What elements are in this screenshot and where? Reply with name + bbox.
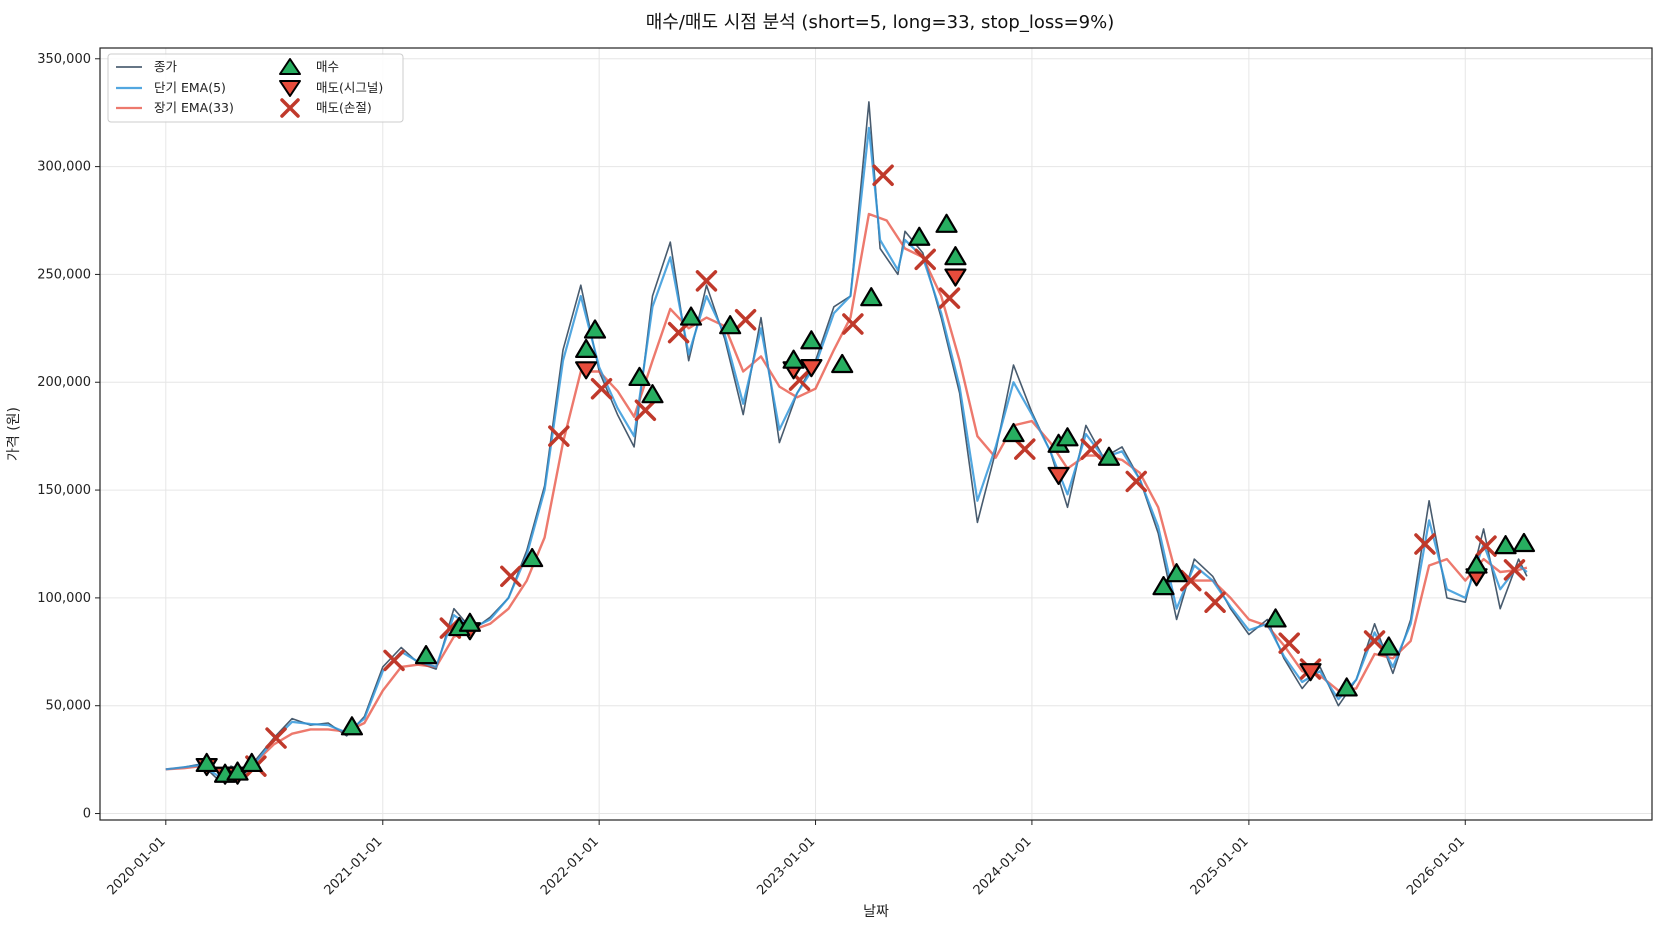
buy-marker <box>628 366 651 387</box>
y-tick-label: 250,000 <box>37 267 91 282</box>
marker-layer <box>195 164 1536 785</box>
sell-stop-marker <box>1125 470 1147 493</box>
buy-marker <box>1465 554 1488 574</box>
sell-stop-marker <box>842 313 864 335</box>
buy-marker <box>575 338 598 358</box>
legend-swatch-sell-signal-triangle <box>279 80 301 97</box>
y-axis-label: 가격 (원) <box>6 407 22 461</box>
legend-label-sell-stop: 매도(손절) <box>316 100 372 115</box>
buy-marker <box>944 246 967 266</box>
legend-entry-sell-signal: 매도(시그널) <box>279 80 383 97</box>
sell-stop-marker <box>1503 559 1526 581</box>
sell-stop-marker <box>938 287 961 309</box>
sell-stop-marker <box>265 727 287 749</box>
buy-marker <box>195 752 218 773</box>
legend-entry-sell-stop: 매도(손절) <box>280 98 372 118</box>
sell-stop-marker <box>914 248 936 271</box>
legend-entry-close: 종가 <box>116 59 178 74</box>
buy-marker <box>458 612 482 632</box>
legend-label-ema-long: 장기 EMA(33) <box>154 100 234 115</box>
sell-stop-marker <box>1180 569 1202 592</box>
legend-entry-ema-short: 단기 EMA(5) <box>116 80 226 95</box>
y-tick-label: 100,000 <box>37 591 91 606</box>
buy-marker <box>1494 535 1517 555</box>
buy-marker <box>1335 677 1358 697</box>
y-axis: 0 50,000 100,000 150,000 200,000 250,000 300,0… <box>37 52 100 822</box>
sell-signal-marker <box>575 361 598 380</box>
sell-stop-marker <box>1080 438 1102 460</box>
sell-stop-marker <box>872 164 894 186</box>
buy-marker <box>1377 636 1400 656</box>
sell-stop-marker <box>1278 632 1300 654</box>
sell-signal-marker <box>1047 466 1070 486</box>
buy-marker <box>414 645 438 665</box>
sell-stop-marker <box>695 270 718 292</box>
sell-stop-marker <box>1414 533 1436 555</box>
x-axis-label: 날짜 <box>863 904 889 920</box>
sell-signal-marker <box>944 268 967 287</box>
buy-marker <box>583 319 607 339</box>
legend-entry-ema-long: 장기 EMA(33) <box>116 100 234 115</box>
sell-stop-marker <box>1475 535 1497 557</box>
legend-entry-buy: 매수 <box>279 58 339 75</box>
sell-signal-marker <box>1299 663 1322 682</box>
buy-marker <box>719 315 742 335</box>
y-tick-label: 150,000 <box>37 483 91 498</box>
legend-frame <box>107 53 404 123</box>
buy-marker <box>1056 427 1079 447</box>
sell-signal-marker <box>800 359 823 378</box>
buy-marker <box>1165 563 1188 583</box>
sell-stop-marker <box>634 399 657 422</box>
sell-stop-marker <box>383 649 405 672</box>
buy-marker <box>935 213 958 233</box>
sell-stop-marker <box>1363 630 1386 652</box>
buy-marker <box>1097 446 1121 466</box>
buy-marker <box>1152 576 1175 596</box>
buy-marker <box>1512 532 1536 553</box>
buy-marker <box>908 226 931 246</box>
sell-stop-marker <box>1204 591 1226 613</box>
buy-marker <box>1002 422 1025 443</box>
sell-stop-marker <box>590 377 613 400</box>
y-tick-label: 200,000 <box>37 375 91 390</box>
y-tick-label: 300,000 <box>37 160 91 175</box>
buy-marker <box>860 287 883 307</box>
buy-marker <box>340 716 364 736</box>
sell-stop-marker <box>500 565 522 588</box>
sell-stop-marker <box>667 321 690 344</box>
series-line-ema-short <box>165 126 1528 778</box>
buy-marker <box>782 349 805 369</box>
legend-label-sell-signal: 매도(시그널) <box>316 80 383 95</box>
legend: 종가 단기 EMA(5) 장기 EMA(33) 매수 매도(시그널) 매도(손절… <box>107 53 404 123</box>
sell-stop-marker <box>548 425 570 447</box>
y-tick-label: 350,000 <box>37 52 91 67</box>
legend-swatch-sell-stop-x <box>280 98 300 118</box>
grid-layer <box>100 48 1652 820</box>
legend-label-ema-short: 단기 EMA(5) <box>154 80 226 95</box>
legend-swatch-buy-triangle <box>279 58 301 75</box>
y-tick-label: 0 <box>83 807 91 822</box>
buy-marker <box>1264 608 1287 628</box>
buy-marker <box>679 306 703 326</box>
legend-label-buy: 매수 <box>316 59 339 74</box>
buy-marker <box>831 353 854 374</box>
chart-title: 매수/매도 시점 분석 (short=5, long=33, stop_loss… <box>646 12 1115 33</box>
plot-area-frame <box>99 47 1653 821</box>
buy-marker <box>240 752 263 773</box>
buy-marker <box>800 330 823 350</box>
buy-marker <box>521 547 544 568</box>
sell-stop-marker <box>734 308 757 331</box>
legend-label-close: 종가 <box>154 59 178 74</box>
buy-marker <box>641 384 664 404</box>
y-tick-label: 50,000 <box>46 699 92 714</box>
sell-stop-marker <box>1014 438 1036 460</box>
